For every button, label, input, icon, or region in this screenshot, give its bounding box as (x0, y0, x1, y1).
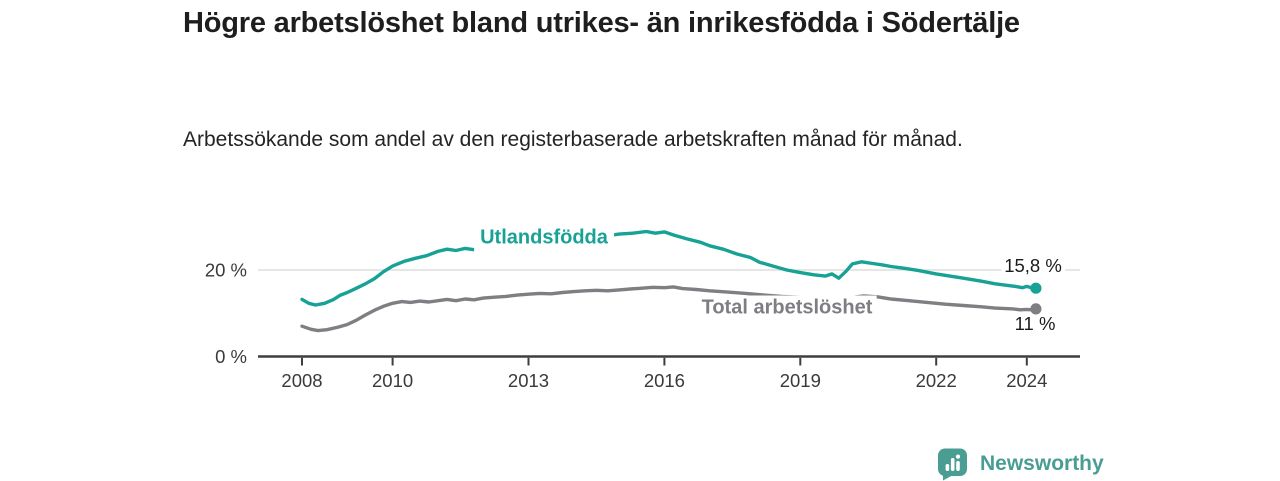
x-tick-label: 2019 (780, 370, 821, 391)
y-tick-label: 0 % (215, 346, 247, 367)
end-dot-utlandsfodda (1030, 282, 1042, 294)
x-tick-label: 2008 (281, 370, 322, 391)
newsworthy-logo: Newsworthy (936, 447, 1156, 481)
line-total-arbetsloshet (300, 285, 1038, 333)
end-value-label-total: 11 % (1014, 313, 1056, 334)
end-dot-total (1030, 303, 1042, 315)
line-utlandsfodda (300, 229, 1038, 307)
y-tick-label: 20 % (205, 260, 247, 281)
x-tick-label: 2024 (1006, 370, 1047, 391)
x-tick-label: 2013 (508, 370, 549, 391)
series-label-utlandsfodda: Utlandsfödda (474, 224, 614, 252)
end-value-label-utlandsfodda: 15,8 % (1001, 254, 1065, 278)
chart-title: Högre arbetslöshet bland utrikes- än inr… (183, 7, 1020, 39)
x-tick-label: 2016 (644, 370, 685, 391)
newsworthy-logo-text: Newsworthy (980, 452, 1104, 475)
x-tick-label: 2022 (916, 370, 957, 391)
series-label-total-arbetsloshet: Total arbetslöshet (697, 295, 877, 321)
x-tick-label: 2010 (372, 370, 413, 391)
newsworthy-logo-icon (938, 448, 967, 481)
chart-subtitle: Arbetssökande som andel av den registerb… (183, 128, 963, 151)
